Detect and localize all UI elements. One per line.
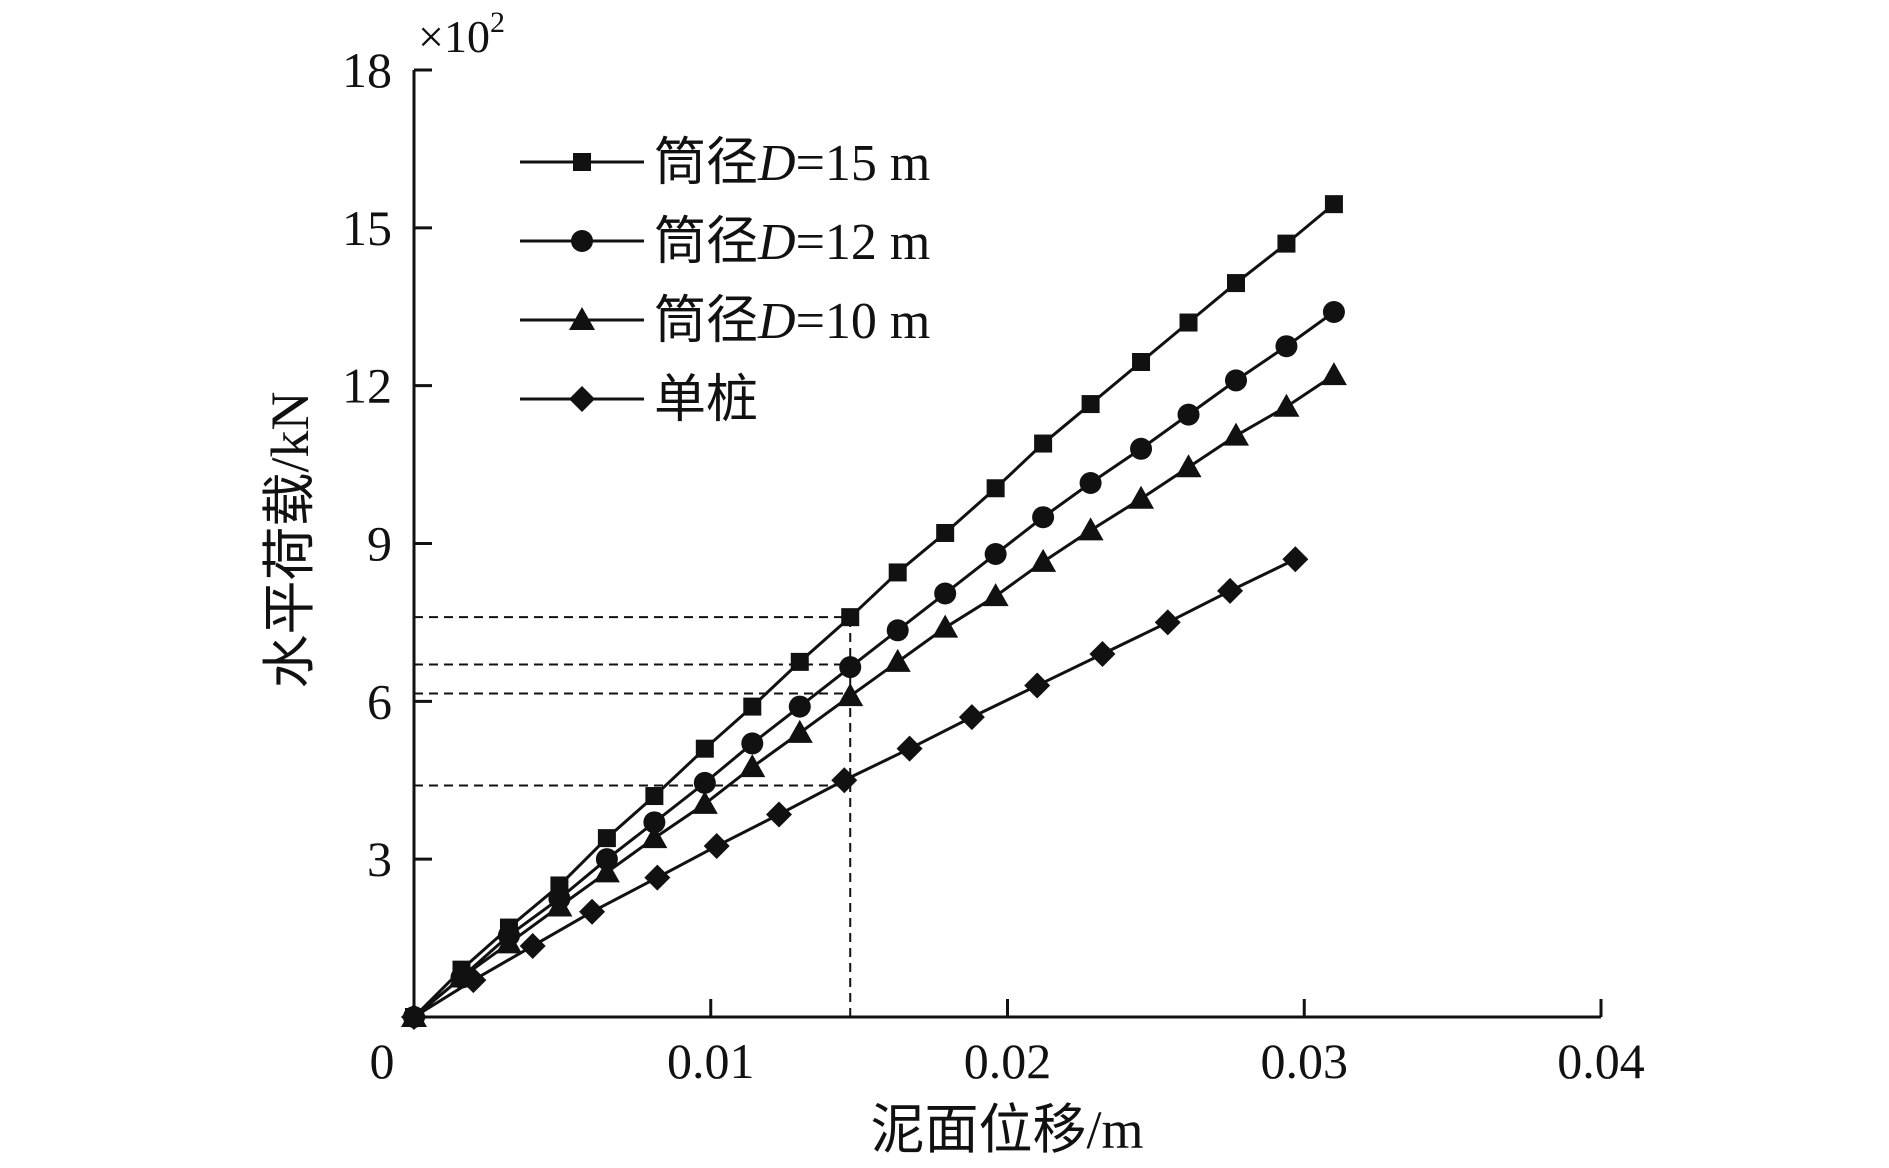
data-point	[1217, 577, 1244, 604]
legend-marker	[569, 386, 595, 412]
data-point	[1282, 546, 1309, 573]
data-point	[1079, 471, 1102, 494]
x-tick-label: 0.04	[1557, 1033, 1645, 1089]
series-group	[401, 195, 1347, 1030]
data-point	[1032, 506, 1055, 529]
data-point	[1320, 362, 1347, 386]
data-point	[1081, 395, 1100, 414]
data-point	[546, 893, 573, 917]
legend-label: 筒径D=12 m	[654, 214, 930, 271]
data-point	[695, 739, 714, 758]
data-point	[936, 523, 955, 542]
data-point	[1273, 393, 1300, 417]
x-tick-label: 0.03	[1261, 1033, 1349, 1089]
axes: 0 0.01 0.02 0.03 0.04 3 6 9 12 15 18 ×102 泥面位移/m 水平荷载…	[260, 6, 1645, 1160]
data-point	[1024, 672, 1051, 699]
y-tick-label: 9	[367, 516, 392, 572]
data-point	[1222, 422, 1249, 446]
legend-label: 筒径D=15 m	[654, 135, 930, 192]
data-point	[1324, 195, 1343, 214]
data-point	[741, 732, 764, 755]
data-point	[1077, 517, 1104, 541]
data-point	[982, 583, 1009, 607]
legend-item: 单桩	[520, 372, 758, 429]
data-point	[884, 648, 911, 672]
data-point	[841, 608, 860, 627]
data-point	[643, 811, 666, 834]
series-0	[405, 195, 1343, 1026]
legend-marker	[573, 153, 591, 171]
data-point	[1277, 234, 1296, 253]
data-point	[1030, 548, 1057, 572]
data-point	[1275, 335, 1298, 358]
data-point	[401, 1004, 427, 1030]
data-point	[1177, 403, 1200, 426]
legend-item: 筒径D=10 m	[520, 293, 930, 350]
legend-item: 筒径D=12 m	[520, 214, 930, 271]
data-point	[739, 754, 766, 778]
data-point	[790, 652, 809, 671]
x-tick-label: 0.01	[667, 1033, 755, 1089]
legend-label: 筒径D=10 m	[654, 293, 930, 350]
y-tick-label: 6	[367, 673, 392, 729]
data-point	[495, 930, 522, 954]
data-point	[1226, 274, 1245, 293]
data-point	[460, 967, 487, 994]
data-point	[1322, 301, 1345, 324]
y-axis-title: 水平荷载/kN	[260, 392, 320, 689]
data-point	[593, 859, 620, 883]
data-point	[788, 695, 811, 718]
data-point	[645, 787, 664, 806]
x-tick-label: 0.02	[964, 1033, 1052, 1089]
legend: 筒径D=15 m 筒径D=12 m 筒径D=10 m 单桩	[520, 135, 930, 429]
data-point	[1089, 640, 1116, 667]
data-point	[986, 479, 1005, 498]
y-tick-label: 18	[342, 42, 392, 98]
data-point	[1130, 437, 1153, 460]
data-point	[984, 543, 1007, 566]
legend-marker	[571, 230, 593, 252]
data-point	[839, 656, 862, 679]
data-point	[1034, 434, 1053, 453]
data-point	[1128, 485, 1155, 509]
x-axis-title: 泥面位移/m	[870, 1100, 1143, 1160]
data-point	[579, 898, 606, 925]
data-point	[932, 614, 959, 638]
data-point	[693, 771, 716, 794]
data-point	[691, 790, 718, 814]
y-multiplier-label: ×102	[418, 6, 505, 62]
data-point	[886, 619, 909, 642]
legend-item: 筒径D=15 m	[520, 135, 930, 192]
data-point	[1175, 454, 1202, 478]
data-point	[766, 801, 793, 828]
series-3	[401, 546, 1309, 1030]
legend-marker	[569, 307, 595, 330]
data-point	[641, 825, 668, 849]
data-point	[1179, 313, 1198, 332]
data-point	[888, 563, 907, 582]
data-point	[896, 735, 923, 762]
data-point	[831, 767, 858, 794]
data-point	[595, 848, 618, 871]
data-point	[1154, 609, 1181, 636]
data-point	[786, 719, 813, 743]
legend-label: 单桩	[654, 372, 758, 429]
y-tick-label: 3	[367, 831, 392, 887]
data-point	[1224, 369, 1247, 392]
data-point	[703, 833, 730, 860]
data-point	[644, 864, 671, 891]
series-2	[401, 362, 1347, 1027]
data-point	[934, 582, 957, 605]
y-tick-label: 15	[342, 200, 392, 256]
data-point	[743, 697, 762, 716]
data-point	[958, 704, 985, 731]
data-point	[1132, 352, 1151, 371]
data-point	[597, 829, 616, 848]
data-point	[519, 932, 546, 959]
x-tick-label: 0	[370, 1033, 395, 1089]
y-tick-label: 12	[342, 358, 392, 414]
data-point	[837, 683, 864, 707]
